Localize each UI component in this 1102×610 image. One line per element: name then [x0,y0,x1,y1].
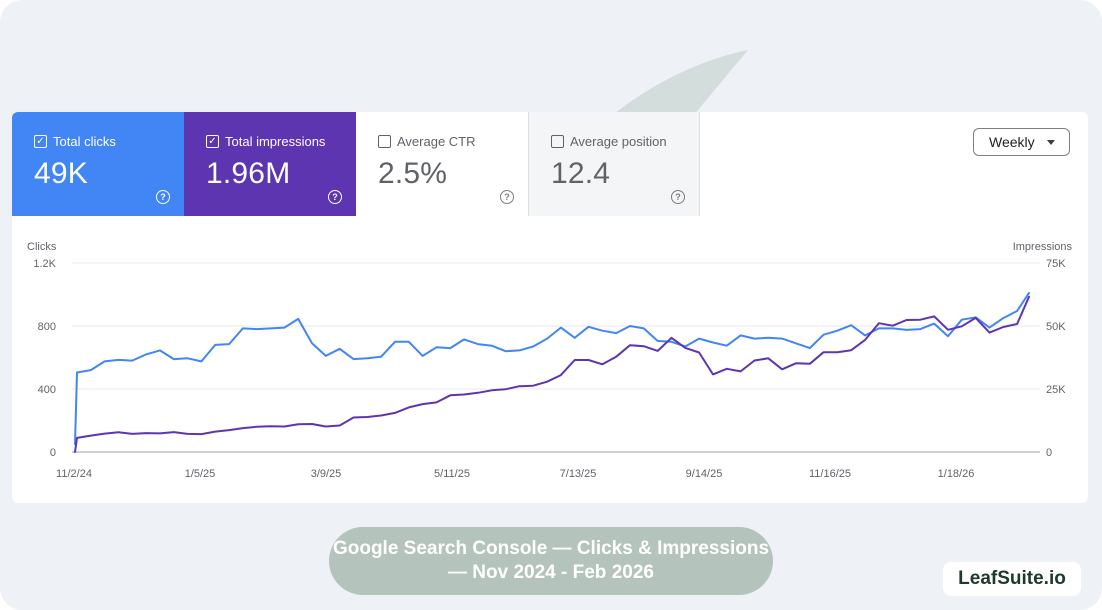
x-tick-label: 9/14/25 [686,468,723,480]
average-ctr-label: Average CTR [397,134,476,149]
y-left-tick-label: 400 [38,384,56,396]
caption-banner: Google Search Console — Clicks & Impress… [329,527,773,595]
help-circle-icon[interactable]: ? [500,190,514,204]
x-tick-label: 3/9/25 [311,468,342,480]
total-impressions-label: Total impressions [225,134,326,149]
granularity-dropdown[interactable]: Weekly [973,128,1070,156]
x-tick-label: 1/18/26 [938,468,975,480]
y-left-axis-label: Clicks [27,241,57,253]
checkbox-checked-icon[interactable]: ✓ [34,135,47,148]
average-ctr-value: 2.5% [378,157,448,190]
checkbox-unchecked-icon[interactable] [551,135,564,148]
brand-text: LeafSuite.io [958,568,1066,589]
x-tick-label: 7/13/25 [560,468,597,480]
average-ctr-tile[interactable]: Average CTR 2.5% ? [356,112,528,216]
checkbox-unchecked-icon[interactable] [378,135,391,148]
help-circle-icon[interactable]: ? [328,190,342,204]
y-left-tick-label: 800 [38,321,56,333]
average-position-value: 12.4 [551,157,611,190]
brand-badge: LeafSuite.io [943,562,1081,596]
dropdown-caret-icon [1047,139,1055,145]
y-right-axis-label: Impressions [1013,241,1073,253]
y-left-tick-label: 1.2K [33,258,56,270]
total-clicks-tile[interactable]: ✓ Total clicks 49K ? [12,112,184,216]
total-clicks-label: Total clicks [53,134,116,149]
y-right-tick-label: 50K [1046,321,1066,333]
performance-card: ✓ Total clicks 49K ? ✓ Total impressions… [12,112,1088,503]
average-position-tile[interactable]: Average position 12.4 ? [528,112,700,216]
impressions-series-line [74,295,1030,453]
average-position-label: Average position [570,134,667,149]
x-tick-label: 11/16/25 [809,468,851,480]
y-right-tick-label: 25K [1046,384,1066,396]
total-clicks-value: 49K [34,157,88,190]
checkbox-checked-icon[interactable]: ✓ [206,135,219,148]
x-tick-label: 1/5/25 [185,468,216,480]
granularity-selected-value: Weekly [989,134,1035,150]
total-impressions-tile[interactable]: ✓ Total impressions 1.96M ? [184,112,356,216]
x-tick-label: 11/2/24 [56,468,92,480]
y-right-tick-label: 75K [1046,258,1066,270]
clicks-series-line [74,291,1030,446]
total-impressions-value: 1.96M [206,157,291,190]
caption-text: Google Search Console — Clicks & Impress… [332,538,770,583]
help-circle-icon[interactable]: ? [671,190,685,204]
x-tick-label: 5/11/25 [434,468,470,480]
y-left-tick-label: 0 [50,447,56,459]
help-circle-icon[interactable]: ? [156,190,170,204]
y-right-tick-label: 0 [1046,447,1052,459]
